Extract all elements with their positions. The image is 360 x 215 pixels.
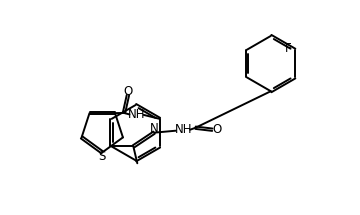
Text: S: S: [99, 150, 106, 163]
Text: N: N: [150, 122, 159, 135]
Text: O: O: [213, 123, 222, 136]
Text: F: F: [285, 42, 292, 55]
Text: NH: NH: [175, 123, 192, 136]
Text: O: O: [123, 85, 132, 98]
Text: NH: NH: [127, 108, 145, 121]
